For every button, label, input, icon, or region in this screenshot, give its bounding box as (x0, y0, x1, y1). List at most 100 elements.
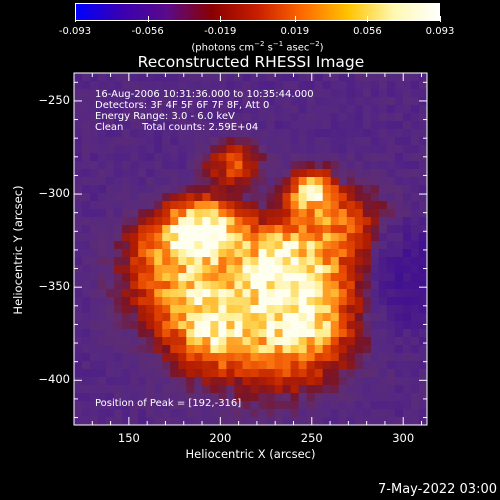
image-pixel (378, 313, 388, 322)
image-pixel (218, 161, 228, 170)
image-pixel (298, 417, 308, 425)
image-pixel (258, 321, 268, 330)
image-pixel (306, 305, 316, 314)
image-pixel (106, 113, 115, 122)
image-pixel (146, 257, 155, 266)
image-pixel (114, 409, 123, 418)
image-pixel (194, 321, 203, 330)
image-pixel (154, 313, 163, 322)
image-pixel (338, 345, 348, 354)
image-pixel (74, 281, 83, 290)
image-pixel (234, 385, 244, 394)
image-pixel (98, 409, 107, 418)
image-pixel (82, 401, 91, 410)
image-pixel (250, 361, 260, 370)
image-pixel (402, 273, 412, 282)
image-pixel (266, 185, 276, 194)
image-pixel (74, 305, 83, 314)
image-pixel (114, 225, 123, 234)
image-pixel (330, 289, 340, 298)
image-pixel (202, 225, 211, 234)
image-pixel (298, 385, 308, 394)
image-pixel (138, 401, 147, 410)
image-pixel (242, 409, 252, 418)
image-pixel (98, 113, 107, 122)
image-pixel (202, 113, 211, 122)
image-pixel (138, 209, 147, 218)
image-pixel (234, 265, 244, 274)
image-pixel (234, 137, 244, 146)
image-pixel (282, 337, 292, 346)
image-pixel (154, 345, 163, 354)
image-pixel (146, 161, 155, 170)
image-pixel (418, 249, 427, 258)
image-pixel (394, 105, 404, 114)
image-pixel (282, 81, 292, 90)
image-pixel (98, 81, 107, 90)
image-pixel (202, 353, 211, 362)
image-pixel (154, 385, 163, 394)
image-pixel (210, 137, 220, 146)
image-pixel (250, 353, 260, 362)
image-pixel (346, 385, 356, 394)
image-pixel (370, 409, 380, 418)
image-pixel (370, 161, 380, 170)
image-pixel (378, 105, 388, 114)
image-pixel (202, 193, 211, 202)
image-pixel (266, 249, 276, 258)
image-pixel (370, 417, 380, 425)
image-pixel (178, 273, 187, 282)
image-pixel (82, 321, 91, 330)
image-pixel (394, 249, 404, 258)
image-pixel (226, 233, 236, 242)
image-pixel (122, 313, 131, 322)
image-pixel (138, 177, 147, 186)
image-pixel (146, 345, 155, 354)
image-pixel (226, 273, 236, 282)
image-pixel (74, 201, 83, 210)
image-pixel (186, 209, 195, 218)
image-pixel (290, 249, 300, 258)
image-pixel (314, 377, 324, 386)
image-pixel (274, 129, 284, 138)
image-pixel (402, 321, 412, 330)
image-pixel (274, 337, 284, 346)
colorbar-tick-label: 0.019 (280, 26, 310, 37)
image-pixel (226, 105, 236, 114)
image-pixel (362, 145, 372, 154)
image-pixel (402, 89, 412, 98)
image-pixel (370, 369, 380, 378)
image-pixel (250, 401, 260, 410)
image-pixel (250, 305, 260, 314)
image-pixel (202, 369, 211, 378)
image-pixel (114, 209, 123, 218)
image-pixel (186, 385, 195, 394)
image-pixel (122, 249, 131, 258)
image-pixel (274, 265, 284, 274)
image-pixel (306, 89, 316, 98)
image-pixel (98, 249, 107, 258)
image-pixel (354, 353, 364, 362)
image-pixel (218, 385, 228, 394)
image-pixel (290, 321, 300, 330)
image-pixel (178, 345, 187, 354)
image-pixel (234, 377, 244, 386)
image-pixel (202, 393, 211, 402)
image-pixel (362, 193, 372, 202)
image-pixel (210, 129, 220, 138)
image-pixel (186, 329, 195, 338)
image-pixel (242, 369, 252, 378)
image-pixel (138, 121, 147, 130)
image-pixel (106, 185, 115, 194)
image-pixel (194, 193, 203, 202)
image-pixel (330, 281, 340, 290)
image-pixel (178, 209, 187, 218)
image-pixel (178, 177, 187, 186)
annotation-detectors: Detectors: 3F 4F 5F 6F 7F 8F, Att 0 (95, 100, 270, 111)
y-tick-label: −250 (38, 92, 70, 107)
image-pixel (274, 161, 284, 170)
image-pixel (186, 273, 195, 282)
image-pixel (146, 201, 155, 210)
image-pixel (250, 201, 260, 210)
image-pixel (314, 233, 324, 242)
